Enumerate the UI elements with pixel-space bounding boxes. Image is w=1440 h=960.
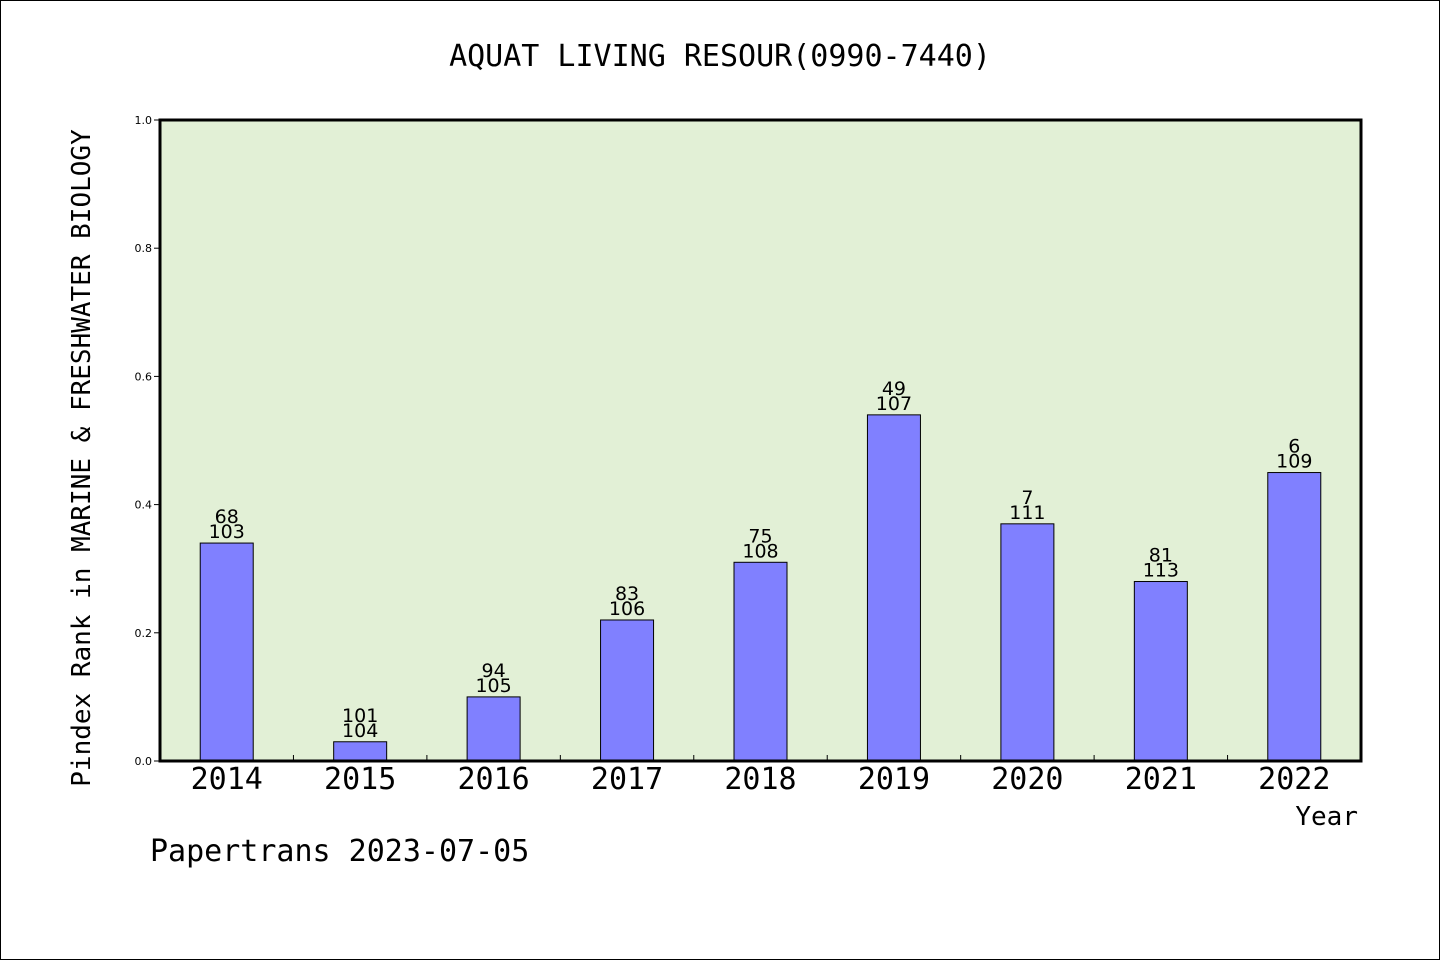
y-axis-ticks: 0.0 0.2 0.4 0.6 0.8 1.0 (135, 114, 160, 768)
x-tick-label: 2014 (191, 762, 263, 797)
bar-total-label: 108 (742, 540, 778, 562)
bars (199, 414, 1322, 762)
bar-rank-label: 49 (882, 378, 906, 400)
x-tick-label: 2021 (1125, 762, 1197, 797)
bar-total-label: 107 (876, 393, 912, 415)
bar-rank-label: 83 (615, 583, 639, 605)
y-tick-label: 0.6 (135, 370, 153, 383)
x-tick-label: 2019 (858, 762, 930, 797)
bar-total-label: 104 (342, 720, 378, 742)
bar-2019 (866, 414, 921, 762)
bar-rank-label: 81 (1149, 545, 1173, 567)
y-tick-label: 0.4 (135, 499, 153, 512)
bar-total-label: 109 (1276, 451, 1312, 473)
x-tick-label: 2015 (324, 762, 396, 797)
x-axis-label: Year (1295, 802, 1358, 832)
x-tick-label: 2018 (724, 762, 796, 797)
x-tick-label: 2016 (457, 762, 529, 797)
footer-note: Papertrans 2023-07-05 (150, 834, 530, 869)
x-tick-label: 2017 (591, 762, 663, 797)
bar-2014 (199, 542, 254, 762)
chart-title: AQUAT LIVING RESOUR(0990-7440) (449, 39, 991, 74)
bar-total-label: 111 (1009, 502, 1045, 524)
y-axis-label: Pindex Rank in MARINE & FRESHWATER BIOLO… (67, 129, 97, 787)
bar-rank-label: 94 (482, 660, 506, 682)
y-tick-label: 0.2 (135, 627, 153, 640)
bar-2018 (733, 561, 788, 762)
bar-total-label: 103 (209, 521, 245, 543)
bar-2022 (1267, 472, 1322, 762)
x-axis-ticks: 2014 2015 2016 2017 2018 2019 2020 2021 2022 (191, 755, 1330, 797)
bar-2016 (466, 696, 521, 762)
bar-2017 (600, 619, 655, 762)
y-tick-label: 1.0 (135, 114, 153, 127)
bar-total-label: 106 (609, 598, 645, 620)
bar-total-label: 105 (475, 675, 511, 697)
y-tick-label: 0.8 (135, 242, 153, 255)
bar-rank-label: 7 (1021, 487, 1033, 509)
bar-rank-label: 68 (215, 506, 239, 528)
bar-rank-label: 101 (342, 705, 378, 727)
plot-border (158, 118, 1363, 763)
bar-2020 (1000, 523, 1055, 762)
bar-2021 (1133, 581, 1188, 762)
bar-rank-label: 75 (748, 525, 772, 547)
y-tick-label: 0.0 (135, 755, 153, 768)
x-tick-label: 2020 (991, 762, 1063, 797)
bar-rank-label: 6 (1288, 436, 1300, 458)
bar-2015 (333, 741, 388, 762)
x-tick-label: 2022 (1258, 762, 1330, 797)
bar-total-label: 113 (1143, 560, 1179, 582)
